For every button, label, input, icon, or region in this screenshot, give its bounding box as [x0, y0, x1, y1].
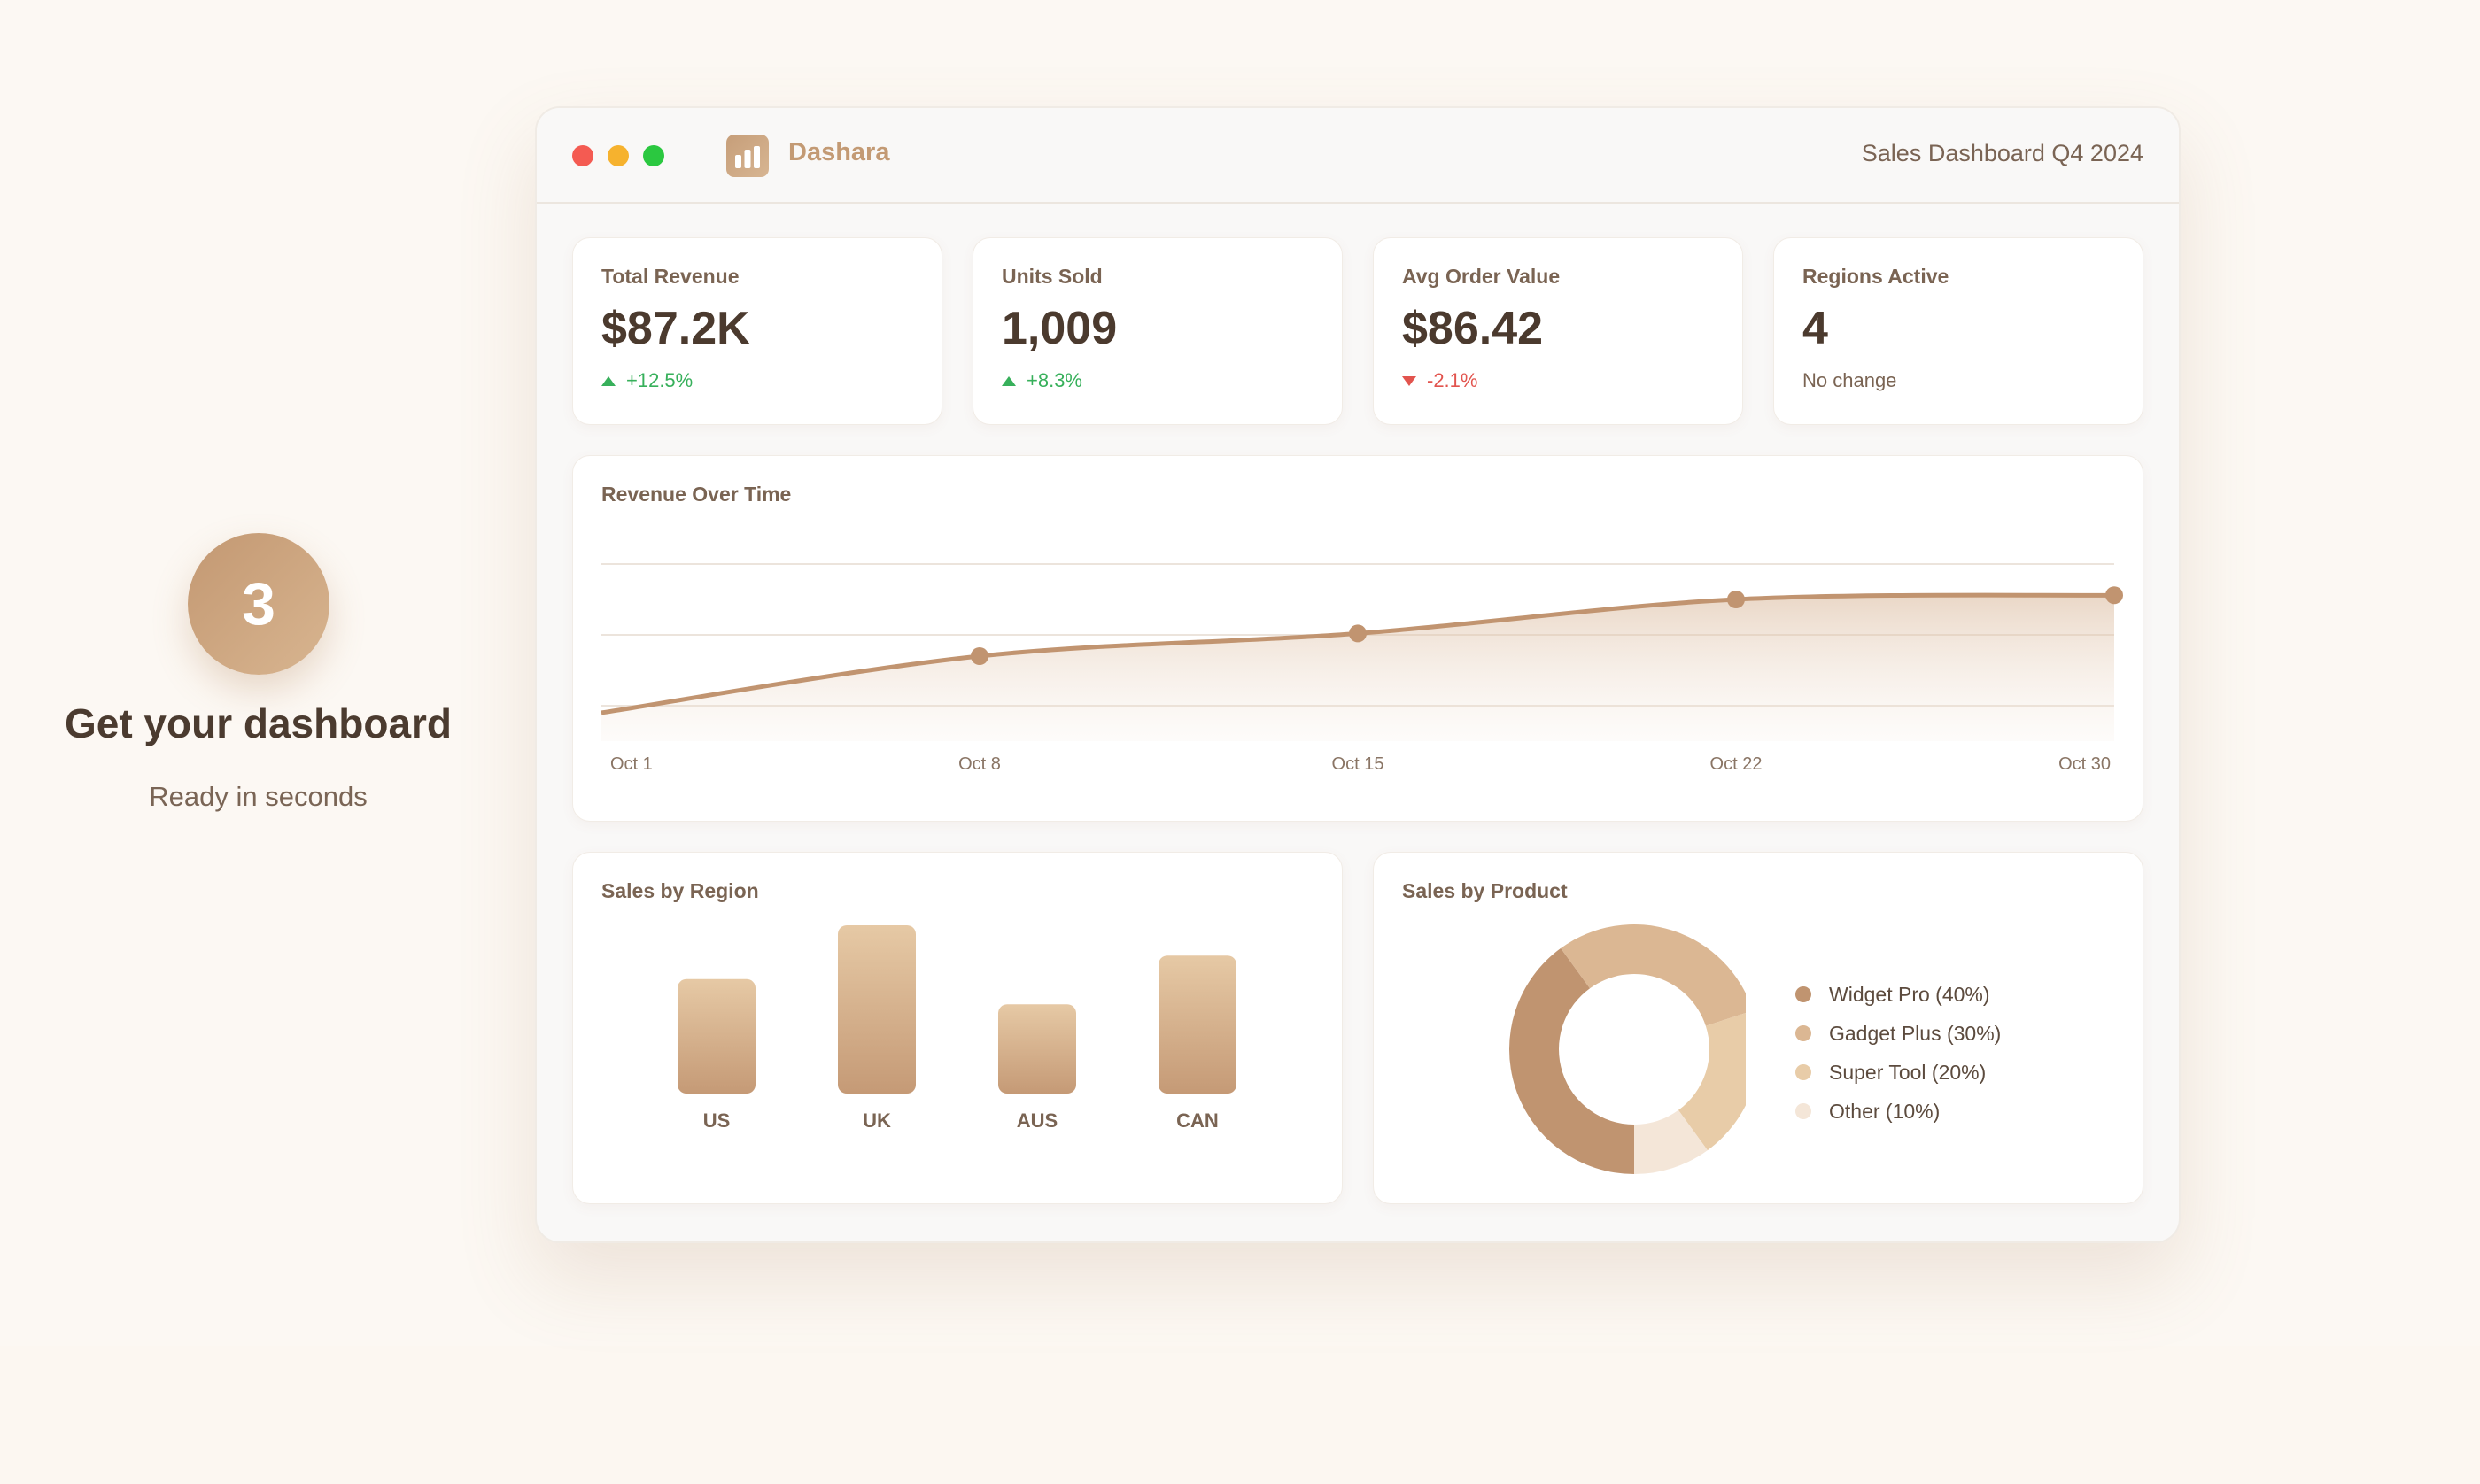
- x-axis-tick-label: Oct 30: [2058, 754, 2111, 774]
- trend-up-icon: [601, 375, 616, 386]
- stat-card-total-revenue: Total Revenue $87.2K +12.5%: [572, 237, 942, 425]
- stat-change: +8.3%: [1002, 369, 1082, 392]
- legend-swatch: [1795, 986, 1811, 1002]
- trend-down-icon: [1402, 375, 1416, 386]
- legend-label: Widget Pro (40%): [1829, 982, 1990, 1006]
- maximize-window-button[interactable]: [643, 145, 664, 166]
- stat-change: -2.1%: [1402, 369, 1477, 392]
- step-title: Get your dashboard: [64, 700, 453, 746]
- stat-change-text: -2.1%: [1427, 369, 1478, 391]
- x-axis-tick-label: Oct 8: [958, 754, 1001, 774]
- region-bar-chart: US UK AUS CAN: [678, 925, 1236, 1132]
- trend-up-icon: [1002, 375, 1016, 386]
- stat-value: $87.2K: [601, 303, 750, 354]
- legend-swatch: [1795, 1025, 1811, 1041]
- region-bar-label: UK: [863, 1109, 891, 1132]
- bar-chart-icon: [726, 135, 769, 177]
- donut-slice-widget-pro[interactable]: [1509, 947, 1634, 1174]
- legend-swatch: [1795, 1103, 1811, 1119]
- region-chart-card: Sales by Region US UK AUS CAN: [572, 852, 1343, 1204]
- legend-label: Gadget Plus (30%): [1829, 1021, 2002, 1045]
- region-bar-label: US: [703, 1109, 731, 1132]
- stat-label: Total Revenue: [601, 265, 740, 288]
- revenue-chart-card: Revenue Over Time Oct 1 Oct 8 Oct 15 Oct 22…: [572, 455, 2143, 822]
- legend-label: Other (10%): [1829, 1099, 1941, 1123]
- stat-card-regions-active: Regions Active 4 No change: [1773, 237, 2143, 425]
- app-brand-name: Dashara: [788, 138, 890, 166]
- legend-item: Gadget Plus (30%): [1795, 1014, 2001, 1053]
- donut-slice-super-tool[interactable]: [1678, 1010, 1746, 1151]
- product-donut-chart: [1509, 924, 1746, 1174]
- dashboard-window: Dashara Sales Dashboard Q4 2024 Total Re…: [535, 106, 2181, 1243]
- revenue-data-point[interactable]: [971, 647, 988, 665]
- chart-title: Revenue Over Time: [601, 483, 792, 506]
- stat-label: Regions Active: [1802, 265, 1949, 288]
- stat-label: Units Sold: [1002, 265, 1103, 288]
- region-bar[interactable]: [998, 1004, 1076, 1094]
- revenue-data-point[interactable]: [1349, 624, 1367, 643]
- dashboard-title: Sales Dashboard Q4 2024: [1861, 140, 2143, 166]
- x-axis-tick-label: Oct 1: [610, 754, 653, 774]
- chart-title: Sales by Region: [601, 879, 759, 902]
- revenue-line-chart: Oct 1 Oct 8 Oct 15 Oct 22 Oct 30: [601, 563, 2123, 774]
- window-titlebar: Dashara Sales Dashboard Q4 2024: [537, 108, 2179, 204]
- legend-label: Super Tool (20%): [1829, 1060, 1987, 1084]
- chart-title: Sales by Product: [1402, 879, 1568, 902]
- stat-change: No change: [1802, 369, 1896, 392]
- stat-change-text: No change: [1802, 369, 1897, 391]
- region-bar-label: CAN: [1176, 1109, 1219, 1132]
- donut-slice-gadget-plus[interactable]: [1561, 924, 1746, 1026]
- stat-change: +12.5%: [601, 369, 693, 392]
- page-background-lower: [0, 1346, 2480, 1484]
- region-bar[interactable]: [678, 978, 756, 1094]
- stat-value: $86.42: [1402, 303, 1544, 354]
- stat-value: 1,009: [1002, 303, 1118, 354]
- step-subtitle: Ready in seconds: [149, 781, 368, 812]
- stat-value: 4: [1802, 303, 1828, 354]
- product-chart-card: Sales by Product Widget Pro (40%) Gadget…: [1373, 852, 2143, 1204]
- minimize-window-button[interactable]: [608, 145, 629, 166]
- product-legend: Widget Pro (40%) Gadget Plus (30%) Super…: [1795, 975, 2001, 1131]
- x-axis-tick-label: Oct 22: [1710, 754, 1763, 774]
- region-bar-label: AUS: [1017, 1109, 1058, 1132]
- revenue-area-fill: [601, 595, 2114, 741]
- legend-item: Widget Pro (40%): [1795, 975, 2001, 1014]
- stat-change-text: +12.5%: [626, 369, 694, 391]
- stat-card-avg-order-value: Avg Order Value $86.42 -2.1%: [1373, 237, 1743, 425]
- x-axis-tick-label: Oct 15: [1332, 754, 1384, 774]
- region-bar[interactable]: [1159, 955, 1236, 1094]
- region-bar[interactable]: [838, 925, 916, 1094]
- step-number-badge: 3: [188, 533, 329, 675]
- revenue-data-point[interactable]: [1727, 591, 1745, 608]
- close-window-button[interactable]: [572, 145, 593, 166]
- legend-item: Other (10%): [1795, 1092, 2001, 1131]
- revenue-data-point[interactable]: [2105, 586, 2123, 605]
- legend-swatch: [1795, 1064, 1811, 1080]
- stat-card-units-sold: Units Sold 1,009 +8.3%: [973, 237, 1343, 425]
- legend-item: Super Tool (20%): [1795, 1053, 2001, 1092]
- donut-slice-other[interactable]: [1634, 1109, 1708, 1174]
- stat-label: Avg Order Value: [1402, 265, 1561, 288]
- stat-change-text: +8.3%: [1027, 369, 1082, 391]
